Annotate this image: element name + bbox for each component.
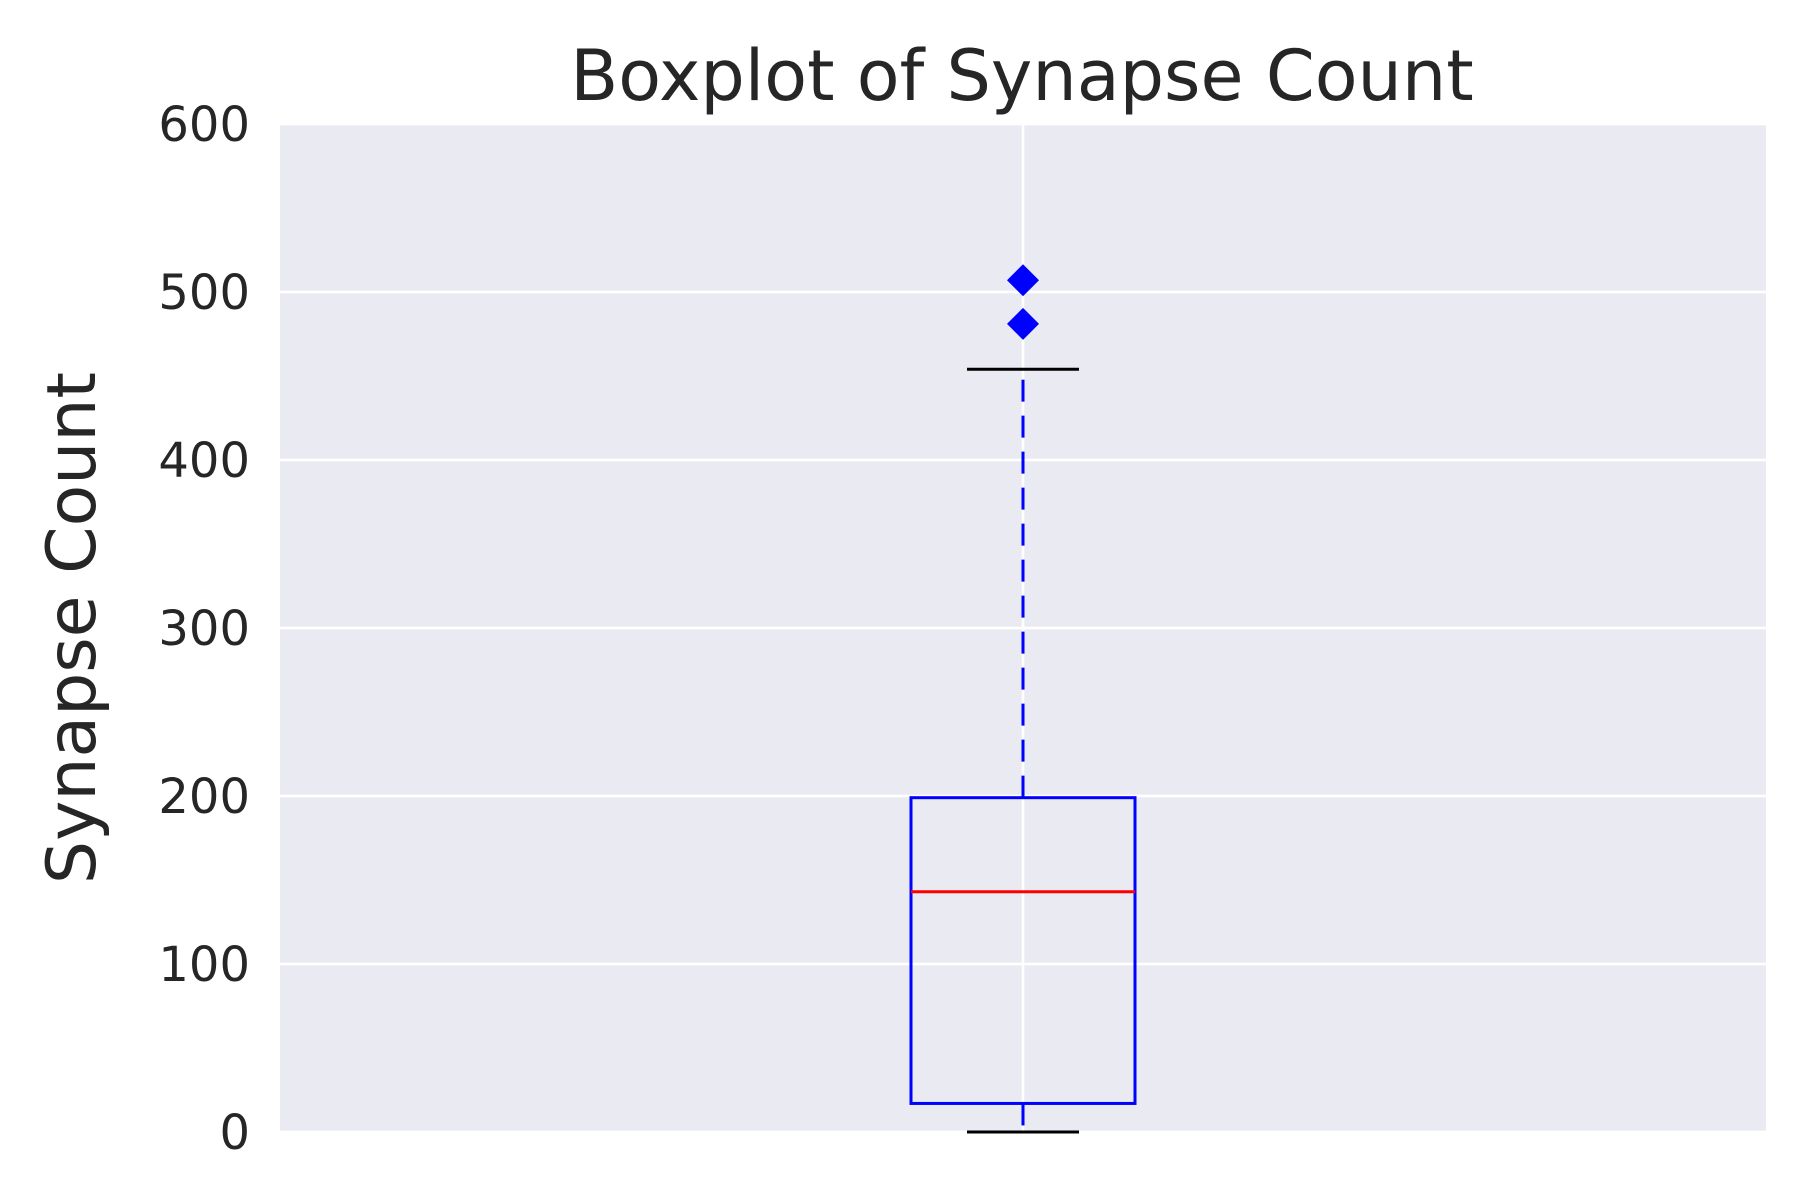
y-tick-label: 600 <box>158 97 250 153</box>
y-tick-labels: 0 100 200 300 400 500 600 <box>158 97 250 1161</box>
outlier-point <box>1007 307 1039 340</box>
outlier-point <box>1007 264 1039 297</box>
y-axis-label: Synapse Count <box>33 372 112 884</box>
y-tick-label: 0 <box>219 1105 250 1161</box>
y-tick-label: 500 <box>158 265 250 321</box>
iqr-box <box>909 796 1137 1105</box>
y-tick-label: 300 <box>158 601 250 657</box>
y-tick-label: 200 <box>158 769 250 825</box>
box-group <box>909 264 1137 1134</box>
y-tick-label: 400 <box>158 433 250 489</box>
y-tick-label: 100 <box>158 937 250 993</box>
chart-title: Boxplot of Synapse Count <box>570 35 1473 117</box>
